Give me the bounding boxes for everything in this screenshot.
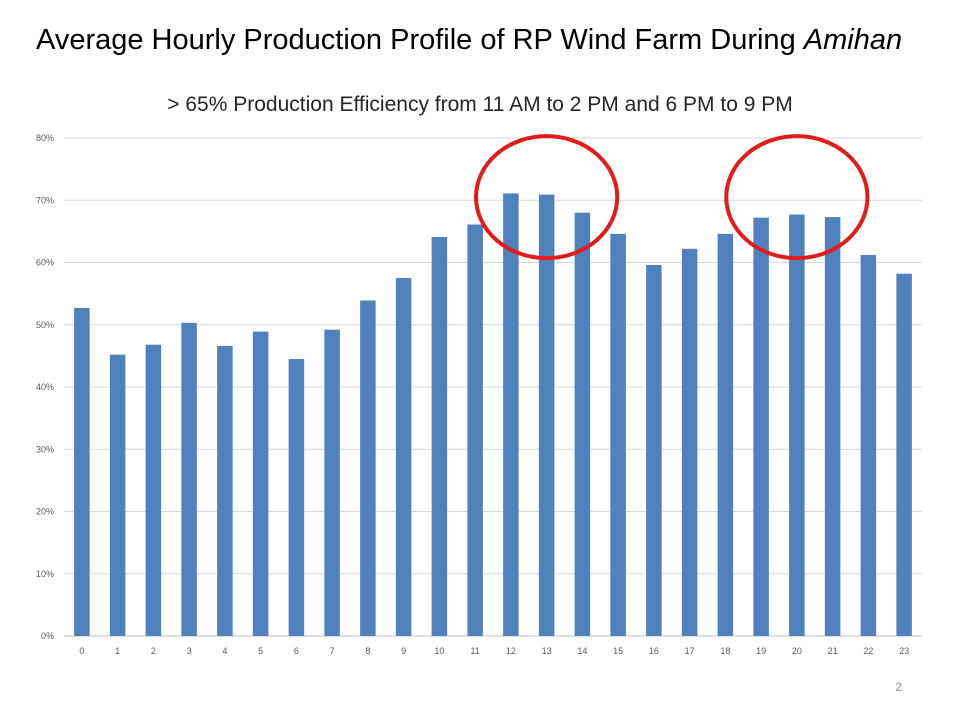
bar: [252, 331, 269, 636]
y-tick-label: 40%: [36, 382, 54, 392]
bar: [431, 236, 448, 637]
y-tick-label: 10%: [36, 569, 54, 579]
slide-title-emphasis: Amihan: [803, 24, 903, 56]
bar: [503, 193, 519, 636]
slide-title-main: Average Hourly Production Profile of RP …: [36, 24, 804, 56]
highlight-ellipse: [474, 134, 620, 261]
bar: [145, 344, 162, 636]
bar: [574, 212, 591, 636]
y-tick-label: 80%: [36, 133, 54, 143]
bar: [467, 224, 483, 636]
bar: [896, 273, 912, 636]
bar: [824, 217, 841, 636]
bar: [681, 248, 698, 636]
x-tick-label: 6: [294, 646, 299, 656]
x-tick-label: 13: [542, 646, 552, 656]
x-tick-label: 11: [470, 646, 479, 656]
x-tick-label: 10: [434, 646, 444, 656]
bar: [109, 354, 126, 636]
x-tick-label: 5: [258, 646, 263, 656]
page-number: 2: [895, 680, 902, 694]
x-tick-label: 22: [863, 646, 873, 656]
x-tick-label: 23: [899, 646, 909, 656]
chart-title: > 65% Production Efficiency from 11 AM t…: [167, 93, 793, 116]
bar: [181, 322, 197, 636]
x-tick-label: 18: [720, 646, 730, 656]
bar: [717, 233, 734, 637]
bar: [324, 329, 340, 636]
bar: [789, 214, 805, 636]
bar: [74, 307, 90, 636]
x-tick-label: 12: [506, 646, 516, 656]
x-tick-label: 17: [685, 646, 695, 656]
bar: [538, 194, 555, 636]
bar: [860, 255, 877, 636]
x-tick-label: 7: [330, 646, 335, 656]
bar: [360, 300, 376, 636]
bar: [217, 345, 233, 636]
x-tick-label: 1: [115, 646, 120, 656]
x-tick-label: 9: [401, 646, 406, 656]
bar: [610, 233, 626, 637]
x-tick-label: 8: [365, 646, 370, 656]
bar: [288, 358, 305, 636]
x-tick-label: 2: [151, 646, 156, 656]
x-tick-label: 19: [756, 646, 766, 656]
y-tick-label: 60%: [36, 258, 54, 268]
bar: [646, 264, 662, 636]
bar: [395, 278, 412, 636]
y-tick-label: 50%: [36, 320, 54, 330]
x-tick-label: 3: [187, 646, 192, 656]
x-tick-label: 20: [792, 646, 802, 656]
y-tick-label: 0%: [41, 631, 54, 641]
x-tick-label: 15: [613, 646, 623, 656]
highlight-ellipse: [724, 134, 870, 261]
x-tick-label: 16: [649, 646, 659, 656]
x-tick-label: 21: [828, 646, 838, 656]
bar: [753, 217, 769, 636]
y-tick-label: 30%: [36, 444, 54, 454]
slide-title: Average Hourly Production Profile of RP …: [36, 24, 902, 57]
y-tick-label: 70%: [36, 195, 54, 205]
x-tick-label: 14: [577, 646, 587, 656]
y-tick-label: 20%: [36, 507, 54, 517]
x-tick-label: 4: [222, 646, 227, 656]
x-tick-label: 0: [79, 646, 84, 656]
